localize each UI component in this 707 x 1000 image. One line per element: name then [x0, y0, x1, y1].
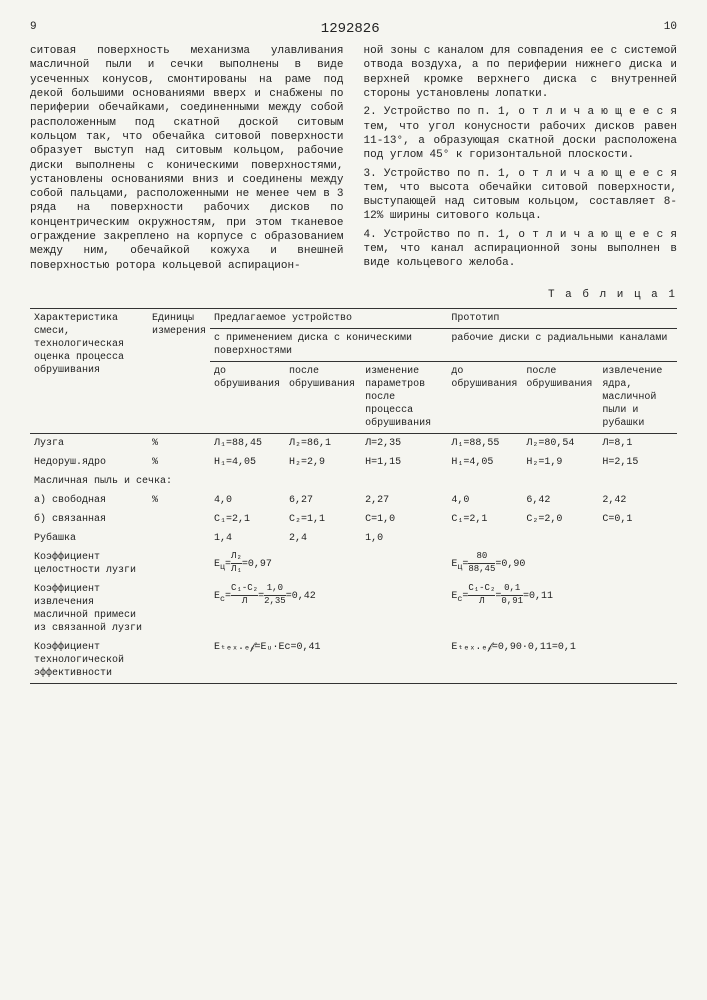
cell: Л=2,35 [361, 434, 447, 454]
cell: Л=8,1 [598, 434, 677, 454]
table-row: Коэффициент извлечения масличной примеси… [30, 580, 677, 638]
cell: 6,27 [285, 491, 361, 510]
cell: С₂=2,0 [522, 510, 598, 529]
right-p1: ной зоны с каналом для совпадения ее с с… [364, 44, 678, 101]
formula-val: =0,11 [523, 591, 553, 602]
right-col: ной зоны с каналом для совпадения ее с с… [364, 44, 678, 273]
cell: б) связанная [30, 510, 148, 529]
cell: 1,0 [361, 529, 447, 548]
cell: % [148, 491, 210, 510]
table-row: Лузга % Л₁=88,45 Л₂=86,1 Л=2,35 Л₁=88,55… [30, 434, 677, 454]
formula-cell: Ец=Л₂Л₁=0,97 [210, 548, 447, 580]
cell: С₁=2,1 [447, 510, 522, 529]
header-proposed: Предлагаемое устройство [210, 309, 447, 329]
table-label: Т а б л и ц а 1 [30, 288, 677, 302]
cell: % [148, 434, 210, 454]
formula-val: =0,42 [286, 591, 316, 602]
cell: Н=2,15 [598, 453, 677, 472]
cell: 2,42 [598, 491, 677, 510]
data-table: Характеристика смеси, технологическая оц… [30, 308, 677, 684]
right-p4: 4. Устройство по п. 1, о т л и ч а ю щ е… [364, 228, 678, 271]
cell: 1,4 [210, 529, 285, 548]
table-row: Коэффициент технологической эффективност… [30, 638, 677, 684]
col-after-2: после обрушивания [522, 362, 598, 434]
cell: Коэффициент целостности лузги [30, 548, 148, 580]
table-row: б) связанная С₁=2,1 С₂=1,1 С=1,0 С₁=2,1 … [30, 510, 677, 529]
cell: Лузга [30, 434, 148, 454]
cell: Н₁=4,05 [210, 453, 285, 472]
cell: Рубашка [30, 529, 148, 548]
page-left: 9 [30, 20, 37, 38]
cell: С₂=1,1 [285, 510, 361, 529]
table-row: Недоруш.ядро % Н₁=4,05 Н₂=2,9 Н=1,15 Н₁=… [30, 453, 677, 472]
sub-proposed: с применением диска с коническими поверх… [210, 329, 447, 362]
cell: Л₁=88,55 [447, 434, 522, 454]
cell: Коэффициент извлечения масличной примеси… [30, 580, 148, 638]
cell: Н=1,15 [361, 453, 447, 472]
page-right: 10 [664, 20, 677, 38]
text-columns: ситовая поверхность механизма улавливани… [30, 44, 677, 273]
left-col: ситовая поверхность механизма улавливани… [30, 44, 344, 273]
cell: 4,0 [210, 491, 285, 510]
header-characteristic: Характеристика смеси, технологическая оц… [30, 309, 148, 434]
right-p3: 3. Устройство по п. 1, о т л и ч а ю щ е… [364, 167, 678, 224]
col-before-2: до обрушивания [447, 362, 522, 434]
col-after-1: после обрушивания [285, 362, 361, 434]
cell: 2,4 [285, 529, 361, 548]
formula-cell: Ес=С₁-С₂Л=0,10,91=0,11 [447, 580, 677, 638]
cell: С₁=2,1 [210, 510, 285, 529]
formula-val: =0,97 [242, 559, 272, 570]
col-change-1: изменение параметров после процесса обру… [361, 362, 447, 434]
col-extract: извлечение ядра, масличной пыли и рубашк… [598, 362, 677, 434]
col-before-1: до обрушивания [210, 362, 285, 434]
cell: 4,0 [447, 491, 522, 510]
cell: а) свободная [30, 491, 148, 510]
cell: Л₂=86,1 [285, 434, 361, 454]
cell: Л₂=80,54 [522, 434, 598, 454]
formula-cell: Ец=8088,45=0,90 [447, 548, 677, 580]
table-row: а) свободная % 4,0 6,27 2,27 4,0 6,42 2,… [30, 491, 677, 510]
formula-cell: Еₜₑₓ.ₑ𝒻=0,90·0,11=0,1 [447, 638, 677, 684]
header-prototype: Прототип [447, 309, 677, 329]
cell: Коэффициент технологической эффективност… [30, 638, 148, 684]
formula-cell: Еₜₑₓ.ₑ𝒻=Еᵤ·Еc=0,41 [210, 638, 447, 684]
cell: Н₂=2,9 [285, 453, 361, 472]
cell: 6,42 [522, 491, 598, 510]
formula-cell: Ес=С₁-С₂Л=1,02,35=0,42 [210, 580, 447, 638]
table-row: Коэффициент целостности лузги Ец=Л₂Л₁=0,… [30, 548, 677, 580]
formula-val: =0,90 [495, 559, 525, 570]
cell [148, 510, 210, 529]
table-row: Рубашка 1,4 2,4 1,0 [30, 529, 677, 548]
cell: 2,27 [361, 491, 447, 510]
cell: Масличная пыль и сечка: [30, 472, 677, 491]
cell [148, 529, 210, 548]
cell: Л₁=88,45 [210, 434, 285, 454]
cell: Недоруш.ядро [30, 453, 148, 472]
table-row: Масличная пыль и сечка: [30, 472, 677, 491]
header-units: Единицы измерения [148, 309, 210, 434]
cell: Н₂=1,9 [522, 453, 598, 472]
cell: Н₁=4,05 [447, 453, 522, 472]
cell: % [148, 453, 210, 472]
sub-prototype: рабочие диски с радиальными каналами [447, 329, 677, 362]
cell: С=0,1 [598, 510, 677, 529]
cell: С=1,0 [361, 510, 447, 529]
patent-number: 1292826 [321, 20, 380, 38]
right-p2: 2. Устройство по п. 1, о т л и ч а ю щ е… [364, 105, 678, 162]
